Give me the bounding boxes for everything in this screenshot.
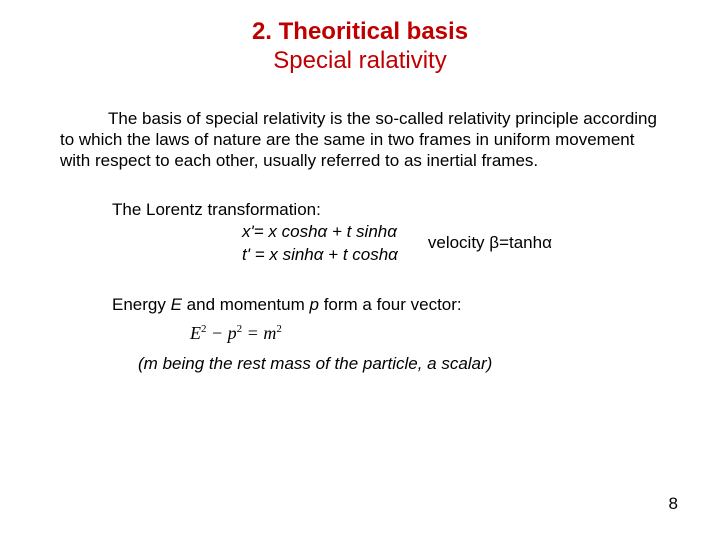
lorentz-equations: x'= x coshα + t sinhα t' = x sinhα + t c… [242,221,398,265]
fourvector-note: (m being the rest mass of the particle, … [138,353,660,375]
fv-suffix: form a four vector: [319,295,462,314]
formula-sq3: 2 [276,323,282,335]
slide-container: 2. Theoritical basis Special ralativity … [0,0,720,540]
fourvector-line: Energy E and momentum p form a four vect… [112,294,660,316]
lorentz-heading: The Lorentz transformation: [112,199,660,221]
intro-paragraph: The basis of special relativity is the s… [60,108,660,172]
note-rest: being the rest mass of the particle, a s… [158,354,493,373]
title-block: 2. Theoritical basis Special ralativity [60,18,660,76]
lorentz-row: x'= x coshα + t sinhα t' = x sinhα + t c… [112,221,660,265]
fv-mid: and momentum [182,295,310,314]
lorentz-velocity: velocity β=tanhα [428,232,552,254]
fv-prefix: Energy [112,295,171,314]
formula-minus: − [207,323,228,343]
note-m: m [144,354,158,373]
lorentz-eq2: t' = x sinhα + t coshα [242,244,398,266]
fourvector-block: Energy E and momentum p form a four vect… [112,294,660,376]
fv-E: E [171,295,182,314]
fourvector-formula: E2 − p2 = m2 [190,322,660,345]
lorentz-eq1: x'= x coshα + t sinhα [242,221,398,243]
formula-p: p [228,323,237,343]
fv-p: p [310,295,319,314]
title-line2: Special ralativity [60,47,660,76]
formula-E: E [190,323,201,343]
formula-eq: = [242,323,263,343]
page-number: 8 [669,494,678,514]
formula-m: m [263,323,276,343]
lorentz-block: The Lorentz transformation: x'= x coshα … [112,199,660,265]
intro-text: The basis of special relativity is the s… [60,109,657,171]
title-line1: 2. Theoritical basis [60,18,660,47]
